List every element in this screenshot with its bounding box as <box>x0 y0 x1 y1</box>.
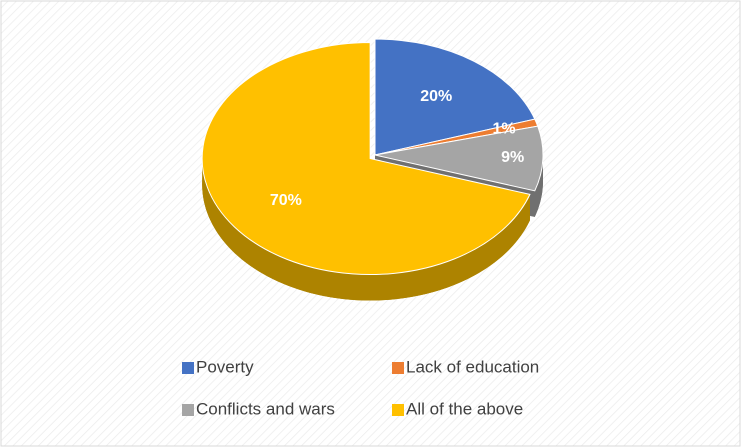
legend: Poverty Lack of education Conflicts and wa… <box>182 357 539 418</box>
legend-swatch <box>392 404 404 416</box>
value-label: 20% <box>420 88 452 105</box>
legend-label: All of the above <box>406 399 523 418</box>
legend-label: Lack of education <box>406 357 539 376</box>
value-label: 9% <box>501 149 524 166</box>
slice <box>374 38 536 156</box>
legend-swatch <box>392 362 404 374</box>
legend-swatch <box>182 362 194 374</box>
slice <box>374 125 544 192</box>
legend-label: Poverty <box>196 357 254 376</box>
legend-label: Conflicts and wars <box>196 399 335 418</box>
slice-side <box>202 158 530 301</box>
pie: 20% 1% 9% 70% <box>201 38 544 301</box>
value-label: 1% <box>493 120 516 137</box>
slice-side <box>534 155 543 217</box>
value-label: 70% <box>270 192 302 209</box>
legend-swatch <box>182 404 194 416</box>
slice <box>201 42 531 276</box>
